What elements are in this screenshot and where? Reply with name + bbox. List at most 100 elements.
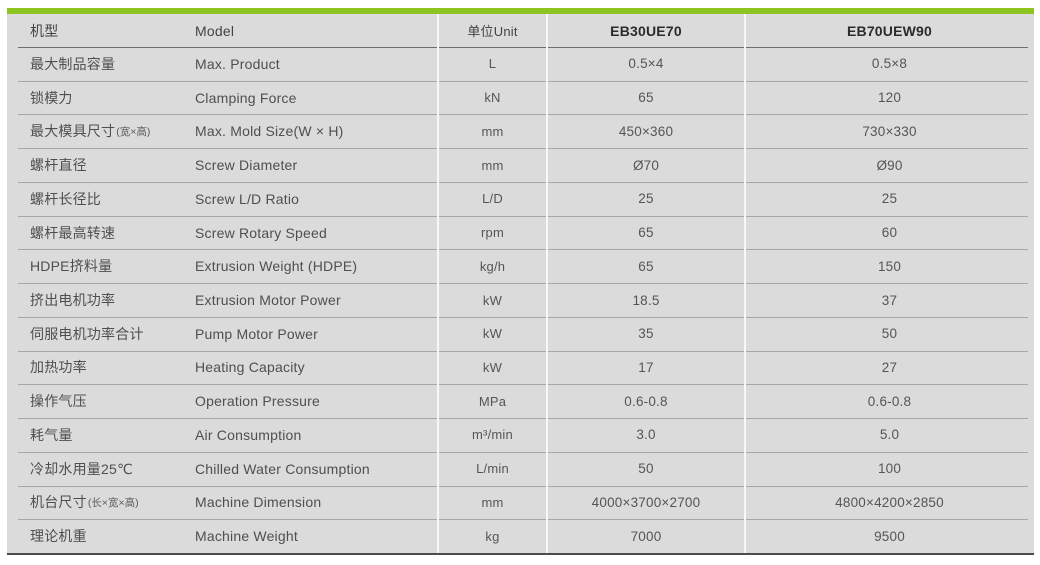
cell-value-eb70uew90: 150 <box>877 258 902 274</box>
label-cn-text: 锁模力 <box>30 89 73 106</box>
label-cn-text: 伺服电机功率合计 <box>30 325 144 342</box>
label-cn-note: (长×宽×高) <box>87 496 139 509</box>
machine-spec-table: 机型 Model 单位Unit EB30UE70 EB70UEW90 最大制品容… <box>7 14 1034 555</box>
table-header-row: 机型 Model 单位Unit EB30UE70 EB70UEW90 <box>7 14 1034 48</box>
cell-unit: mm <box>481 123 504 139</box>
cell-unit: L <box>488 56 497 72</box>
label-cn-text: 螺杆最高转速 <box>30 224 116 241</box>
table-row: 锁模力 Clamping Force kN 65 120 <box>7 81 1034 116</box>
cell-value-eb70uew90: 9500 <box>874 528 905 544</box>
column-divider <box>437 14 439 553</box>
label-cn-text: 耗气量 <box>30 426 73 443</box>
cell-label-cn: 螺杆长径比 <box>7 182 195 216</box>
cell-label-en: Max. Product <box>195 55 280 72</box>
cell-value-eb30ue70: 50 <box>638 461 654 477</box>
cell-label-cn: 冷却水用量25℃ <box>7 452 195 486</box>
cell-value-eb30ue70: 17 <box>638 359 654 375</box>
row-separator-line <box>18 350 1028 352</box>
cell-value-eb70uew90: 27 <box>881 359 898 375</box>
cell-label-en: Screw Diameter <box>195 157 298 174</box>
cell-value-eb30ue70: 0.5×4 <box>628 56 664 72</box>
accent-top-bar <box>7 8 1034 14</box>
table-row: 最大模具尺寸 (宽×高) Max. Mold Size(W × H) mm 45… <box>7 114 1034 150</box>
cell-value-eb70uew90: 0.5×8 <box>871 56 908 72</box>
label-cn-text: 挤出电机功率 <box>30 292 116 308</box>
cell-label-en: Max. Mold Size(W × H) <box>195 123 344 140</box>
header-unit: 单位Unit <box>467 24 518 39</box>
cell-value-eb70uew90: 730×330 <box>862 123 917 139</box>
cell-value-eb30ue70: 7000 <box>630 528 662 544</box>
cell-label-cn: 机台尺寸 (长×宽×高) <box>7 486 195 520</box>
cell-unit: kg/h <box>479 258 506 274</box>
label-cn-text: 机台尺寸 <box>30 494 87 511</box>
cell-label-en: Clamping Force <box>195 89 297 106</box>
cell-label-en: Operation Pressure <box>195 393 320 410</box>
cell-label-cn: 最大制品容量 <box>7 47 195 81</box>
cell-unit: mm <box>481 494 504 510</box>
cell-value-eb30ue70: 18.5 <box>632 292 660 308</box>
table-row: 冷却水用量25℃ Chilled Water Consumption L/min… <box>7 452 1034 487</box>
header-model-eb30ue70: EB30UE70 <box>610 22 682 39</box>
cell-value-eb70uew90: 0.6-0.8 <box>867 393 912 409</box>
cell-value-eb70uew90: Ø90 <box>876 157 903 173</box>
column-divider <box>546 14 548 553</box>
table-row: 最大制品容量 Max. Product L 0.5×4 0.5×8 <box>7 47 1034 82</box>
label-cn-text: 最大模具尺寸 <box>30 123 116 140</box>
cell-unit: kW <box>482 359 503 375</box>
header-model-eb70uew90: EB70UEW90 <box>846 22 933 39</box>
spec-sheet: 机型 Model 单位Unit EB30UE70 EB70UEW90 最大制品容… <box>7 8 1034 557</box>
cell-label-en: Air Consumption <box>195 426 302 443</box>
cell-label-en: Pump Motor Power <box>195 325 319 342</box>
cell-value-eb70uew90: 120 <box>877 90 902 106</box>
cell-label-cn: 挤出电机功率 <box>7 283 195 317</box>
row-separator-line <box>18 283 1028 285</box>
cell-unit: L/D <box>482 191 503 207</box>
row-separator-line <box>18 451 1028 453</box>
cell-label-en: Extrusion Weight (HDPE) <box>195 258 358 275</box>
cell-value-eb70uew90: 4800×4200×2850 <box>835 494 944 510</box>
cell-value-eb30ue70: Ø70 <box>632 157 660 173</box>
cell-value-eb70uew90: 5.0 <box>879 427 900 443</box>
table-row: 伺服电机功率合计 Pump Motor Power kW 35 50 <box>7 317 1034 352</box>
cell-label-cn: 最大模具尺寸 (宽×高) <box>7 114 195 148</box>
header-model: Model <box>195 22 235 39</box>
cell-value-eb30ue70: 450×360 <box>618 123 674 139</box>
header-separator-line <box>18 47 1028 48</box>
label-cn-note: (宽×高) <box>116 125 151 138</box>
row-separator-line <box>18 249 1028 251</box>
cell-label-cn: 螺杆直径 <box>7 148 195 182</box>
row-separator-line <box>18 80 1028 82</box>
row-separator-line <box>18 181 1028 183</box>
table-row: 理论机重 Machine Weight kg 7000 9500 <box>7 519 1034 553</box>
column-divider <box>744 14 746 553</box>
table-row: 螺杆最高转速 Screw Rotary Speed rpm 65 60 <box>7 216 1034 251</box>
header-machine-type: 机型 <box>30 22 59 39</box>
cell-unit: kW <box>482 292 503 308</box>
row-separator-line <box>18 316 1028 318</box>
cell-value-eb30ue70: 65 <box>638 90 654 106</box>
cell-value-eb30ue70: 4000×3700×2700 <box>591 494 701 510</box>
table-row: 操作气压 Operation Pressure MPa 0.6-0.8 0.6-… <box>7 384 1034 420</box>
row-separator-line <box>18 114 1028 116</box>
label-cn-text: 冷却水用量25℃ <box>30 460 133 477</box>
label-cn-text: 最大制品容量 <box>30 55 116 72</box>
label-cn-text: HDPE挤料量 <box>30 258 113 275</box>
cell-label-en: Heating Capacity <box>195 359 305 376</box>
cell-value-eb70uew90: 60 <box>881 225 898 241</box>
row-separator-line <box>18 519 1028 521</box>
cell-label-en: Screw L/D Ratio <box>195 190 300 207</box>
cell-value-eb70uew90: 50 <box>881 326 898 342</box>
cell-unit: MPa <box>478 393 507 409</box>
cell-value-eb30ue70: 0.6-0.8 <box>624 393 668 409</box>
row-separator-line <box>18 418 1028 420</box>
cell-label-en: Machine Weight <box>195 528 298 545</box>
cell-value-eb30ue70: 65 <box>638 225 654 241</box>
cell-label-cn: 理论机重 <box>7 519 195 553</box>
cell-value-eb70uew90: 100 <box>877 461 902 477</box>
table-row: 螺杆长径比 Screw L/D Ratio L/D 25 25 <box>7 182 1034 217</box>
table-row: HDPE挤料量 Extrusion Weight (HDPE) kg/h 65 … <box>7 249 1034 285</box>
cell-label-cn: 加热功率 <box>7 351 195 385</box>
cell-label-en: Extrusion Motor Power <box>195 292 341 308</box>
cell-label-en: Screw Rotary Speed <box>195 224 327 241</box>
cell-value-eb30ue70: 3.0 <box>636 427 656 443</box>
